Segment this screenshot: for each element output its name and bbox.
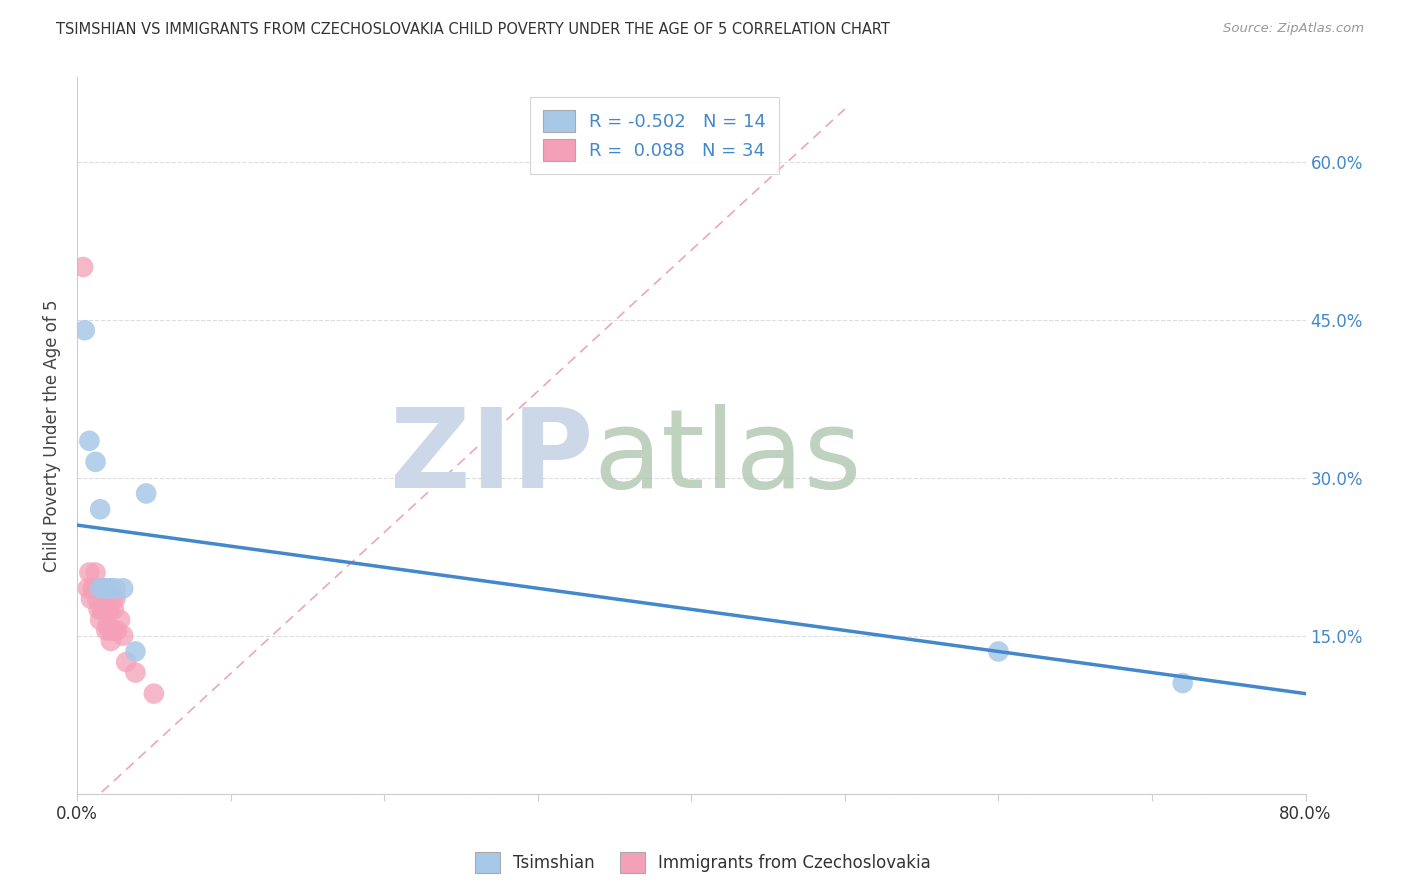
Point [89, 613, 111, 627]
Text: Source: ZipAtlas.com: Source: ZipAtlas.com [1223, 22, 1364, 36]
Point [84, 566, 107, 580]
Legend: R = -0.502   N = 14, R =  0.088   N = 34: R = -0.502 N = 14, R = 0.088 N = 34 [530, 97, 779, 174]
Point [73, 323, 96, 337]
Point [1171, 676, 1194, 690]
Point [96, 602, 118, 616]
Point [104, 582, 127, 596]
Point [104, 591, 127, 606]
Text: TSIMSHIAN VS IMMIGRANTS FROM CZECHOSLOVAKIA CHILD POVERTY UNDER THE AGE OF 5 COR: TSIMSHIAN VS IMMIGRANTS FROM CZECHOSLOVA… [56, 22, 890, 37]
Point [101, 591, 124, 606]
Point [124, 644, 146, 658]
Point [91, 602, 114, 616]
Point [79, 566, 101, 580]
Point [97, 582, 120, 596]
Point [98, 624, 121, 638]
Point [93, 602, 115, 616]
Point [100, 582, 122, 596]
Point [87, 602, 110, 616]
Point [89, 502, 111, 516]
Point [124, 665, 146, 680]
Point [79, 434, 101, 448]
Point [142, 687, 165, 701]
Point [115, 655, 138, 669]
Point [83, 582, 105, 596]
Point [90, 602, 112, 616]
Point [112, 582, 135, 596]
Point [84, 455, 107, 469]
Point [103, 602, 125, 616]
Point [82, 582, 104, 596]
Point [80, 591, 103, 606]
Point [100, 634, 122, 648]
Legend: Tsimshian, Immigrants from Czechoslovakia: Tsimshian, Immigrants from Czechoslovaki… [468, 846, 938, 880]
Point [105, 624, 128, 638]
Point [135, 486, 157, 500]
Point [86, 591, 108, 606]
Point [97, 602, 120, 616]
Point [108, 613, 131, 627]
Point [89, 582, 111, 596]
Point [93, 582, 115, 596]
Point [103, 624, 125, 638]
Point [90, 586, 112, 600]
Point [112, 629, 135, 643]
Point [93, 582, 115, 596]
Point [97, 618, 120, 632]
Text: atlas: atlas [593, 403, 862, 510]
Point [89, 582, 111, 596]
Text: ZIP: ZIP [389, 403, 593, 510]
Y-axis label: Child Poverty Under the Age of 5: Child Poverty Under the Age of 5 [44, 300, 60, 572]
Point [98, 602, 121, 616]
Point [987, 644, 1010, 658]
Point [96, 624, 118, 638]
Point [101, 624, 124, 638]
Point [72, 260, 94, 274]
Point [76, 582, 98, 596]
